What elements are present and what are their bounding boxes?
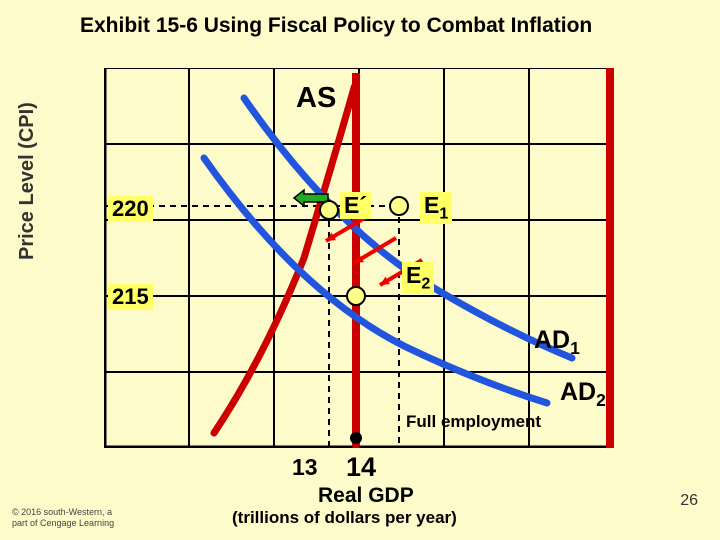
- ytick-220: 220: [108, 196, 153, 222]
- page-title: Exhibit 15-6 Using Fiscal Policy to Comb…: [80, 14, 592, 38]
- xtick-14: 14: [346, 452, 376, 483]
- label-ad1: AD1: [534, 326, 580, 359]
- label-e-prime: E´: [340, 192, 371, 219]
- label-ad2: AD2: [560, 378, 606, 411]
- x-axis-label: Real GDP: [318, 484, 414, 508]
- label-e1: E1: [420, 192, 452, 224]
- slide-number: 26: [680, 492, 698, 510]
- copyright: © 2016 south-Western, a part of Cengage …: [12, 507, 114, 528]
- chart: [104, 68, 614, 448]
- y-axis-label: Price Level (CPI): [16, 102, 39, 260]
- label-full-employment: Full employment: [406, 412, 541, 432]
- xtick-13: 13: [292, 454, 318, 481]
- label-as: AS: [296, 82, 336, 115]
- chart-svg: [104, 68, 614, 448]
- label-e2: E2: [402, 262, 434, 294]
- ytick-215: 215: [108, 284, 153, 310]
- x-axis-sub: (trillions of dollars per year): [232, 508, 457, 528]
